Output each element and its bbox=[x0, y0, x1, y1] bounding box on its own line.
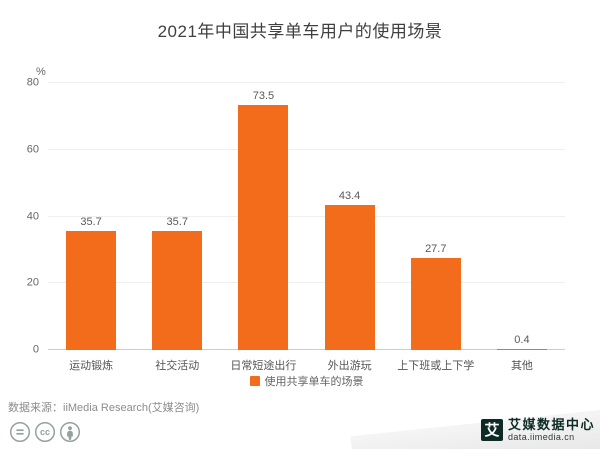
y-tick-label: 0 bbox=[32, 343, 39, 356]
bar-group: 35.7 社交活动 bbox=[134, 83, 220, 372]
bar-group: 73.5 日常短途出行 bbox=[220, 83, 306, 372]
x-axis-label: 社交活动 bbox=[155, 360, 200, 372]
bar-value-label: 27.7 bbox=[425, 242, 447, 255]
bar-group: 27.7 上下班或上下学 bbox=[393, 83, 479, 372]
bar bbox=[324, 205, 375, 350]
bar bbox=[66, 230, 117, 350]
bar-group: 0.4 其他 bbox=[479, 83, 565, 372]
gridline bbox=[48, 82, 565, 83]
x-axis-label: 外出游玩 bbox=[327, 360, 372, 372]
iimedia-logo[interactable]: 艾 艾媒数据中心 data.iimedia.cn bbox=[480, 417, 595, 442]
y-tick-label: 60 bbox=[26, 143, 39, 156]
gridline bbox=[48, 215, 565, 217]
x-axis-label: 上下班或上下学 bbox=[397, 360, 475, 372]
bar-group: 43.4 外出游玩 bbox=[307, 83, 393, 372]
y-tick-label: 20 bbox=[26, 276, 39, 289]
bar-group: 35.7 运动锻炼 bbox=[48, 83, 134, 372]
svg-text:cc: cc bbox=[40, 427, 50, 437]
equals-circle-icon bbox=[9, 421, 31, 443]
license-icons: cc bbox=[9, 421, 81, 443]
iimedia-logo-name: 艾媒数据中心 bbox=[507, 417, 595, 432]
chart-title: 2021年中国共享单车用户的使用场景 bbox=[157, 22, 443, 41]
y-tick-label: 40 bbox=[26, 210, 39, 222]
x-axis-label: 其他 bbox=[510, 360, 533, 372]
plot-area: % 0 20 40 60 80 35.7 运动锻炼 35.7 社交活动 73.5 日常短途出行 43.… bbox=[27, 66, 565, 372]
y-axis-unit-label: % bbox=[36, 66, 46, 78]
bar-value-label: 35.7 bbox=[166, 215, 188, 228]
bars-container: 35.7 运动锻炼 35.7 社交活动 73.5 日常短途出行 43.4 外出游玩 27.7 上下… bbox=[48, 83, 565, 372]
x-axis-line bbox=[48, 349, 565, 350]
bar-value-label: 0.4 bbox=[514, 333, 530, 346]
bar bbox=[238, 104, 289, 350]
iimedia-logo-url[interactable]: data.iimedia.cn bbox=[507, 432, 575, 442]
person-circle-icon bbox=[59, 421, 81, 443]
bar-value-label: 35.7 bbox=[80, 215, 102, 228]
bar bbox=[410, 257, 461, 350]
gridline bbox=[48, 282, 565, 284]
bar-value-label: 73.5 bbox=[252, 89, 275, 102]
gridline bbox=[48, 148, 565, 150]
y-tick-label: 80 bbox=[26, 76, 39, 89]
bar bbox=[496, 348, 547, 350]
x-axis-label: 运动锻炼 bbox=[69, 360, 114, 372]
legend-swatch-icon bbox=[249, 376, 260, 386]
x-axis-label: 日常短途出行 bbox=[230, 360, 297, 372]
bar bbox=[152, 230, 203, 350]
bar-value-label: 43.4 bbox=[338, 190, 361, 203]
legend-label: 使用共享单车的场景 bbox=[264, 376, 364, 388]
data-source-text: 数据来源：iiMedia Research(艾媒咨询) bbox=[8, 402, 200, 414]
cc-circle-icon: cc bbox=[34, 421, 56, 443]
legend: 使用共享单车的场景 bbox=[48, 373, 565, 389]
iimedia-logo-mark-icon: 艾 bbox=[480, 419, 503, 441]
